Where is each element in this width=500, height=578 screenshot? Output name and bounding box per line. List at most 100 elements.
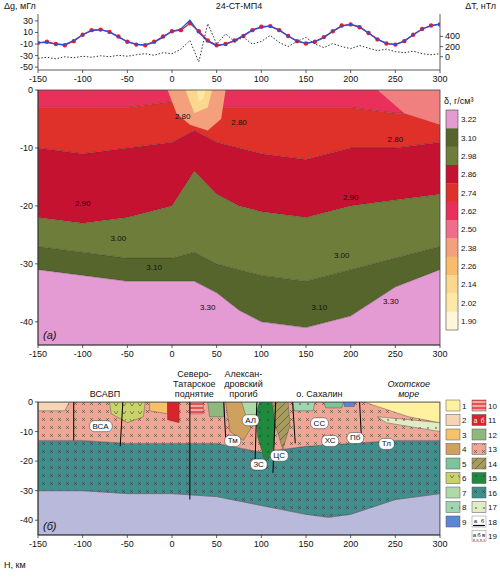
unit-label-group: ВСА — [90, 421, 113, 432]
x-tick-label: 250 — [388, 539, 403, 549]
y-tick-label: 0 — [445, 52, 450, 62]
geology-body — [150, 402, 168, 414]
unit-label-group: СС — [311, 418, 329, 429]
x-tick-label: 50 — [212, 74, 222, 84]
x-tick — [216, 70, 217, 73]
legend-swatch — [446, 487, 460, 498]
y-tick — [35, 147, 38, 148]
unit-label-bg — [270, 450, 288, 461]
x-tick — [82, 70, 83, 73]
colorbar-cell — [446, 238, 458, 257]
y-axis-title: H, км — [4, 560, 26, 570]
unit-label: Тл — [382, 439, 392, 448]
x-tick-label: 200 — [343, 74, 358, 84]
unit-label-group: Пб — [347, 432, 364, 443]
x-tick-label: 0 — [169, 539, 174, 549]
contour-label: 3.00 — [111, 234, 127, 243]
contour-line — [38, 131, 440, 160]
unit-label: ХС — [325, 436, 336, 445]
x-tick-label: 250 — [388, 349, 403, 359]
geology-body — [38, 402, 440, 452]
y-tick — [35, 67, 38, 68]
plot-frame — [38, 402, 440, 535]
x-tick — [216, 535, 217, 538]
contour-label: 3.30 — [200, 303, 216, 312]
x-tick — [38, 535, 39, 538]
geology-body — [38, 440, 440, 517]
y-tick-label: 0 — [28, 397, 33, 407]
y-axis-title: Δg, мГл — [4, 1, 36, 11]
region-name: поднятие — [175, 389, 214, 399]
legend-swatch — [472, 502, 486, 513]
fault — [273, 402, 276, 473]
legend-part: а — [473, 532, 477, 538]
legend-line — [473, 539, 485, 540]
colorbar-cell — [446, 257, 458, 276]
y-tick — [35, 520, 38, 521]
x-tick-label: 150 — [298, 74, 313, 84]
unit-label-bg — [242, 415, 259, 426]
fault — [224, 402, 226, 437]
x-tick-label: 50 — [212, 539, 222, 549]
unit-label-bg — [250, 459, 267, 470]
y-tick — [440, 46, 443, 47]
x-tick — [395, 70, 396, 73]
y-tick-label: -10 — [20, 143, 33, 153]
legend-label: 5 — [462, 460, 467, 469]
y-tick — [35, 461, 38, 462]
region-name: Северо- — [177, 369, 211, 379]
colorbar-tick-label: 1.90 — [461, 317, 477, 326]
legend-label: 11 — [488, 416, 497, 425]
x-tick-label: -50 — [121, 349, 134, 359]
legend-label: 1 — [462, 402, 467, 411]
legend-swatch — [446, 502, 460, 513]
density-patch — [197, 90, 206, 102]
series-line — [38, 23, 440, 45]
region-name: о. Сахалин — [296, 389, 342, 399]
x-tick — [395, 345, 396, 348]
unit-label-bg — [347, 432, 364, 443]
geology-body — [324, 402, 344, 408]
region-name: дровский — [224, 379, 262, 389]
colorbar-tick-label: 2.14 — [461, 280, 477, 289]
x-tick-label: 150 — [298, 349, 313, 359]
x-tick-label: -100 — [74, 349, 92, 359]
y-tick-label: 10 — [23, 27, 33, 37]
geology-body — [208, 402, 224, 417]
series-line — [38, 20, 440, 45]
x-axis — [38, 70, 440, 71]
geology-body — [109, 402, 145, 423]
x-tick-label: 200 — [343, 349, 358, 359]
y-tick — [35, 44, 38, 45]
y-tick — [35, 263, 38, 264]
colorbar-cell — [446, 110, 458, 129]
y-tick-label: 30 — [23, 16, 33, 26]
y-tick-label: 400 — [445, 31, 460, 41]
x-tick-label: 50 — [212, 349, 222, 359]
x-tick — [261, 535, 262, 538]
x-tick — [306, 535, 307, 538]
legend-label: 18 — [488, 518, 497, 527]
unit-label: АЛ — [245, 416, 256, 425]
legend-label: 3 — [462, 431, 467, 440]
y-tick-label: -20 — [20, 456, 33, 466]
region-name: ВСАВП — [90, 389, 120, 399]
unit-label: Пб — [350, 433, 361, 442]
unit-label-group: ЦС — [270, 450, 288, 461]
x-tick-label: -100 — [74, 74, 92, 84]
legend-swatch — [472, 429, 486, 440]
colorbar-tick-label: 2.02 — [461, 299, 477, 308]
x-tick-label: -150 — [29, 349, 47, 359]
legend-swatch — [446, 516, 460, 527]
colorbar-tick-label: 2.62 — [461, 207, 477, 216]
x-tick — [82, 345, 83, 348]
unit-label-group: АЛ — [242, 415, 259, 426]
x-tick — [172, 70, 173, 73]
density-patch — [185, 90, 212, 113]
x-tick — [440, 535, 441, 538]
unit-label: ЦС — [273, 451, 285, 460]
contour-line — [38, 102, 440, 114]
legend-swatch — [472, 415, 486, 426]
legend-swatch — [472, 531, 486, 542]
legend-swatch — [472, 516, 486, 527]
